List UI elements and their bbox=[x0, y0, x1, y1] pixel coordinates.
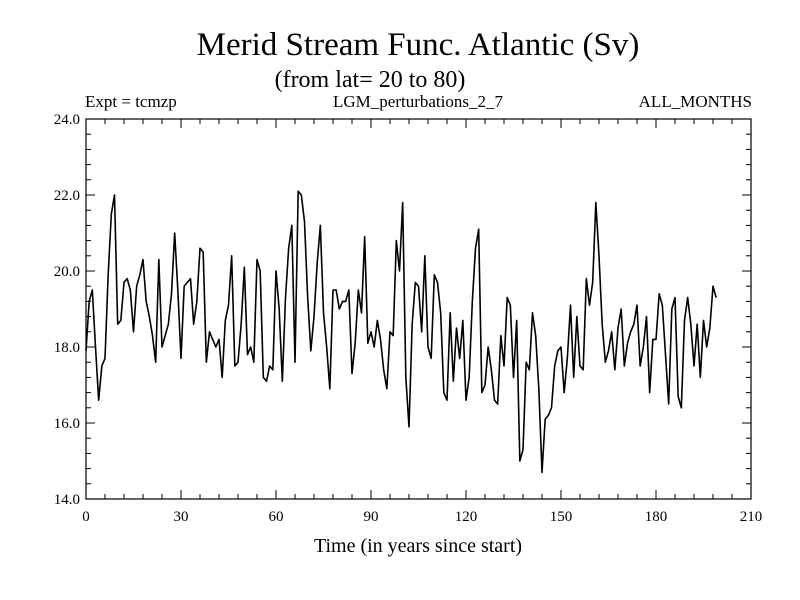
axis-ticks bbox=[85, 118, 752, 500]
x-tick-label: 210 bbox=[740, 509, 763, 525]
chart-subtitle: (from lat= 20 to 80) bbox=[275, 67, 466, 93]
x-tick-label: 0 bbox=[82, 509, 90, 525]
x-axis-label: Time (in years since start) bbox=[314, 535, 522, 557]
x-tick-label: 180 bbox=[645, 509, 668, 525]
x-tick-label: 30 bbox=[174, 509, 189, 525]
header-months: ALL_MONTHS bbox=[639, 92, 752, 111]
x-tick-label: 150 bbox=[550, 509, 573, 525]
header-dataset: LGM_perturbations_2_7 bbox=[333, 92, 503, 111]
header-experiment: Expt = tcmzp bbox=[85, 92, 177, 111]
y-tick-label: 22.0 bbox=[54, 188, 80, 204]
chart-title: Merid Stream Func. Atlantic (Sv) bbox=[197, 27, 640, 63]
y-tick-label: 20.0 bbox=[54, 264, 80, 280]
series-line bbox=[85, 190, 717, 474]
x-tick-label: 120 bbox=[455, 509, 478, 525]
x-tick-label: 90 bbox=[364, 509, 379, 525]
plot-frame bbox=[85, 118, 752, 500]
tick-labels: 0 30 60 90 120 150 180 210 14.0 16.0 18.0 20.0 22.0 2… bbox=[54, 112, 763, 525]
y-tick-label: 18.0 bbox=[54, 340, 80, 356]
y-tick-label: 14.0 bbox=[54, 492, 80, 508]
x-tick-label: 60 bbox=[269, 509, 284, 525]
y-tick-label: 24.0 bbox=[54, 112, 80, 128]
y-tick-label: 16.0 bbox=[54, 416, 80, 432]
